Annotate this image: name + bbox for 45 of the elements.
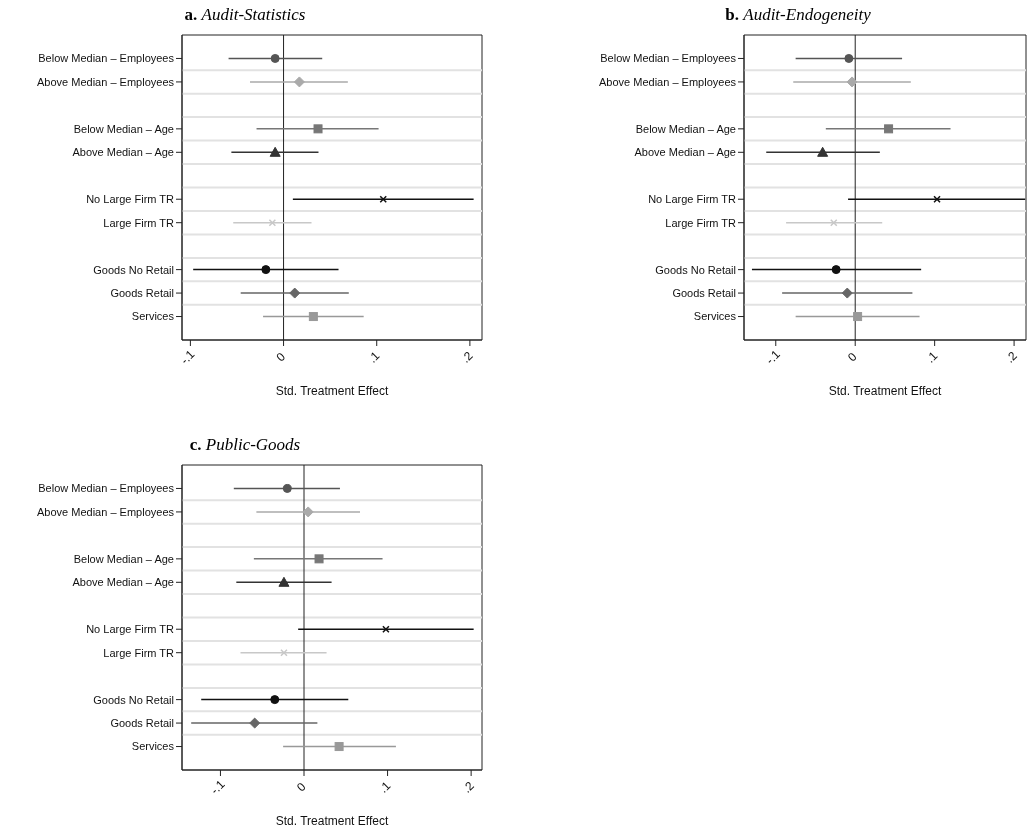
- chart-title: a. Audit-Statistics: [184, 5, 306, 24]
- x-axis-title: Std. Treatment Effect: [275, 814, 389, 828]
- x-axis-title: Std. Treatment Effect: [275, 384, 389, 398]
- y-tick-label: Above Median – Employees: [37, 75, 175, 88]
- chart-title: b. Audit-Endogeneity: [725, 5, 871, 24]
- y-tick-label: No Large Firm TR: [648, 193, 737, 206]
- x-tick-label: -.1: [177, 347, 198, 368]
- y-tick-label: Goods No Retail: [655, 263, 736, 276]
- x-tick-label: .1: [376, 778, 394, 796]
- y-tick-label: Goods No Retail: [93, 263, 174, 276]
- x-tick-label: 0: [293, 779, 309, 795]
- y-tick-label: Below Median – Age: [73, 122, 174, 135]
- y-tick-label: No Large Firm TR: [86, 193, 175, 206]
- x-tick-label: -.1: [207, 777, 228, 798]
- x-tick-label: .2: [1002, 348, 1020, 366]
- y-tick-label: Large Firm TR: [103, 646, 175, 659]
- y-tick-label: Goods Retail: [672, 286, 736, 299]
- y-tick-label: Above Median – Employees: [37, 505, 175, 518]
- x-tick-label: .1: [923, 348, 941, 366]
- y-tick-label: Services: [693, 310, 737, 323]
- y-tick-label: Large Firm TR: [103, 216, 175, 229]
- y-tick-label: Goods No Retail: [93, 693, 174, 706]
- y-tick-label: Below Median – Employees: [38, 482, 175, 495]
- y-tick-label: Below Median – Age: [635, 122, 736, 135]
- y-tick-label: Above Median – Age: [72, 576, 174, 589]
- y-tick-label: Services: [131, 740, 175, 753]
- y-tick-label: No Large Firm TR: [86, 623, 175, 636]
- x-tick-label: .2: [458, 348, 476, 366]
- y-tick-label: Above Median – Age: [634, 146, 736, 159]
- y-tick-label: Above Median – Age: [72, 146, 174, 159]
- y-tick-label: Goods Retail: [110, 286, 174, 299]
- x-tick-label: -.1: [763, 347, 784, 368]
- x-tick-label: .1: [365, 348, 383, 366]
- x-axis-title: Std. Treatment Effect: [828, 384, 942, 398]
- x-tick-label: .2: [459, 778, 478, 796]
- y-tick-label: Below Median – Employees: [600, 52, 737, 65]
- y-tick-label: Services: [131, 310, 175, 323]
- y-tick-label: Large Firm TR: [665, 216, 737, 229]
- x-tick-label: 0: [273, 349, 289, 365]
- x-tick-label: 0: [845, 349, 860, 365]
- y-tick-label: Below Median – Age: [73, 552, 174, 565]
- y-tick-label: Below Median – Employees: [38, 52, 175, 65]
- y-tick-label: Above Median – Employees: [599, 75, 737, 88]
- y-tick-label: Goods Retail: [110, 716, 174, 729]
- chart-title: c. Public-Goods: [189, 435, 301, 454]
